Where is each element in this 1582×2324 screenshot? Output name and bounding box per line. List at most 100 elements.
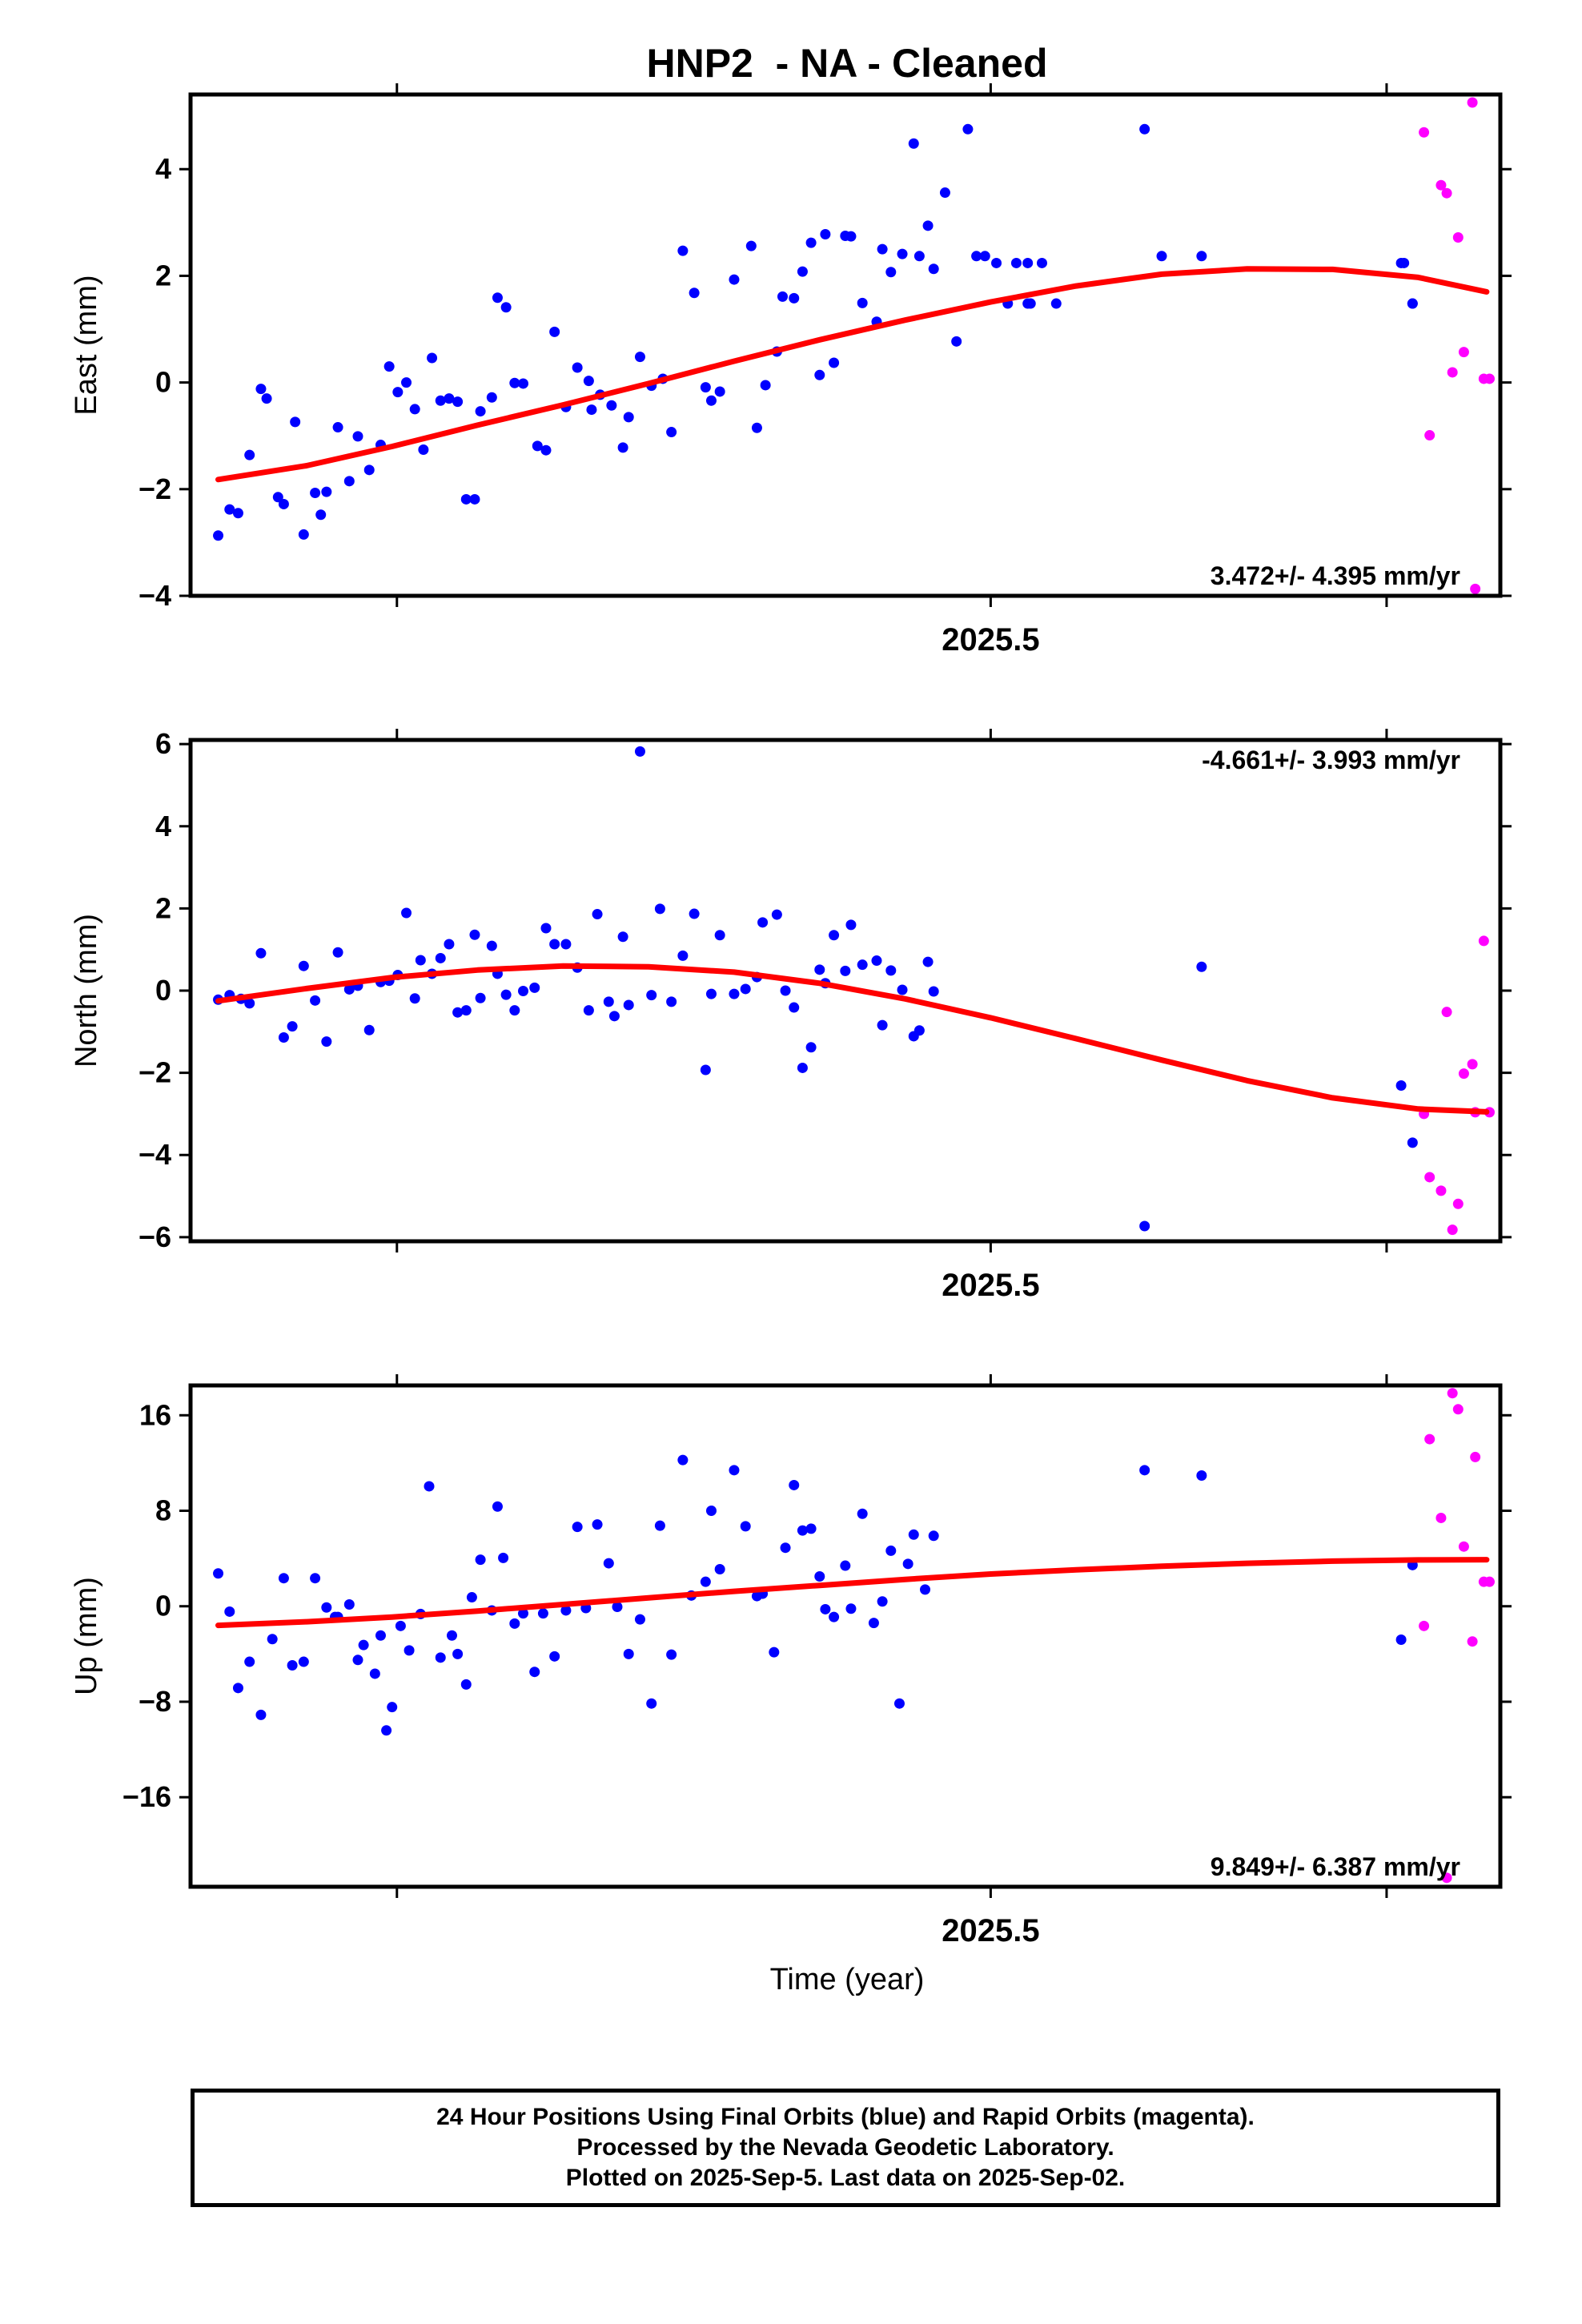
final-orbit-point [1395, 257, 1407, 268]
final-orbit-point [634, 746, 645, 757]
final-orbit-point [877, 243, 888, 255]
y-tick-label: −8 [139, 1685, 171, 1718]
final-orbit-point [617, 931, 628, 943]
final-orbit-point [287, 1660, 298, 1671]
final-orbit-point [1139, 1465, 1150, 1476]
final-orbit-point [840, 965, 851, 976]
final-orbit-point [310, 487, 321, 498]
y-tick-label: 0 [155, 1590, 171, 1622]
final-orbit-point [475, 1554, 486, 1566]
final-orbit-point [845, 231, 857, 242]
final-orbit-point [321, 1602, 332, 1613]
final-orbit-point [592, 1519, 603, 1530]
plot-area [213, 97, 1495, 594]
final-orbit-point [267, 1634, 278, 1645]
final-orbit-point [224, 1606, 235, 1617]
panel-east: −4 −2 0 2 4 2025.5 East (mm) 3.472+/- 4.395 mm/… [70, 83, 1512, 657]
final-orbit-point [452, 396, 464, 408]
final-orbit-point [255, 384, 267, 395]
final-orbit-point [444, 939, 455, 950]
final-orbit-point [991, 257, 1002, 268]
y-tick-label: 0 [155, 974, 171, 1007]
final-orbit-point [1196, 961, 1207, 972]
final-orbit-point [729, 1465, 740, 1476]
rate-label: 9.849+/- 6.387 mm/yr [1211, 1852, 1460, 1881]
final-orbit-point [805, 237, 817, 248]
final-orbit-point [560, 939, 572, 950]
x-tick-label: 2025.5 [942, 1913, 1039, 1948]
final-orbit-point [427, 352, 438, 364]
final-orbit-point [486, 392, 497, 403]
final-orbit-point [1036, 257, 1047, 268]
final-orbit-point [1196, 1470, 1207, 1482]
final-orbit-point [549, 1651, 560, 1662]
final-orbit-point [375, 1630, 386, 1641]
final-orbit-point [321, 486, 332, 497]
final-orbit-point [922, 220, 934, 231]
final-orbit-point [255, 1709, 267, 1720]
final-orbit-point [1196, 251, 1207, 262]
final-orbit-point [897, 248, 908, 259]
y-tick-label: 8 [155, 1494, 171, 1527]
final-orbit-point [401, 907, 412, 919]
final-orbit-point [1050, 298, 1062, 309]
y-tick-label: −2 [139, 1056, 171, 1089]
rapid-orbit-point [1458, 1068, 1469, 1080]
final-orbit-point [845, 1603, 857, 1614]
final-orbit-point [729, 274, 740, 285]
final-orbit-point [829, 1611, 840, 1622]
rapid-orbit-point [1452, 1404, 1464, 1415]
final-orbit-point [418, 444, 429, 456]
final-orbit-point [829, 357, 840, 368]
y-axis-label: Up (mm) [70, 1577, 103, 1695]
rapid-orbit-point [1447, 1224, 1458, 1236]
final-orbit-point [232, 1683, 243, 1694]
final-orbit-point [529, 982, 540, 993]
final-orbit-point [409, 993, 420, 1004]
final-orbit-point [705, 988, 717, 999]
final-orbit-point [278, 1031, 289, 1043]
rapid-orbit-point [1447, 367, 1458, 378]
final-orbit-point [213, 530, 224, 541]
rapid-orbit-point [1424, 430, 1435, 441]
panel-north: −6 −4 −2 0 2 4 6 2025.5 North (mm) -4.661+/- 3.99… [70, 727, 1512, 1303]
plot-frame [188, 92, 1503, 598]
final-orbit-point [623, 412, 634, 423]
final-orbit-point [979, 251, 990, 262]
final-orbit-point [460, 1005, 472, 1016]
final-orbit-point [452, 1007, 464, 1018]
final-orbit-point [244, 449, 255, 460]
panel-up: −16 −8 0 8 16 2025.5 Up (mm) 9.849+/- 6.387 mm/… [70, 1374, 1512, 1948]
final-orbit-point [603, 996, 614, 1007]
final-orbit-point [369, 1668, 380, 1679]
rapid-orbit-point [1452, 1198, 1464, 1209]
rapid-orbit-point [1441, 1007, 1452, 1018]
final-orbit-point [1407, 298, 1418, 309]
final-orbit-point [780, 1542, 791, 1554]
final-orbit-point [469, 929, 480, 940]
final-orbit-point [608, 1011, 620, 1022]
final-orbit-point [549, 939, 560, 950]
final-orbit-point [435, 1652, 446, 1663]
fit-curve [215, 266, 1490, 483]
final-orbit-point [492, 292, 503, 304]
final-orbit-point [1025, 298, 1036, 309]
final-orbit-point [829, 930, 840, 941]
final-orbit-point [623, 999, 634, 1011]
plot-area [213, 746, 1495, 1236]
final-orbit-point [789, 1002, 800, 1013]
final-orbit-point [700, 1064, 711, 1076]
final-orbit-point [383, 361, 395, 372]
final-orbit-point [714, 386, 725, 397]
final-orbit-point [500, 302, 512, 313]
final-orbit-point [705, 395, 717, 406]
final-orbit-point [777, 291, 788, 302]
y-tick-label: −16 [122, 1780, 171, 1813]
caption-line-1: 24 Hour Positions Using Final Orbits (bl… [436, 2104, 1255, 2130]
rapid-orbit-point [1470, 583, 1481, 594]
final-orbit-point [583, 376, 594, 387]
rate-label: 3.472+/- 4.395 mm/yr [1211, 561, 1460, 590]
final-orbit-point [840, 1560, 851, 1571]
final-orbit-point [475, 992, 486, 1003]
final-orbit-point [1395, 1080, 1407, 1092]
